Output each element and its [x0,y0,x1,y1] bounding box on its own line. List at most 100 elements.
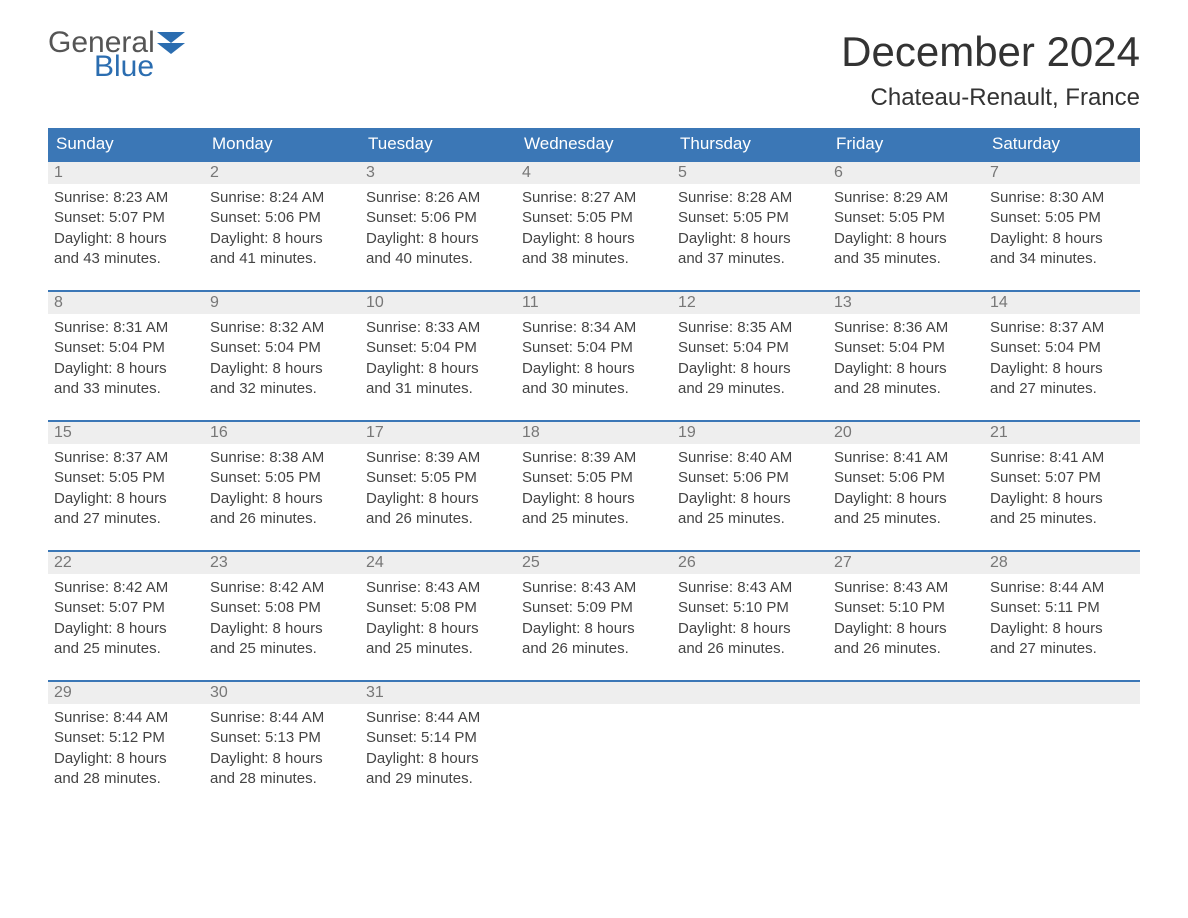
sunset-value: 5:05 PM [577,469,633,486]
day-number: 28 [984,552,1140,574]
daylight-label: Daylight: [54,490,112,507]
sunset-value: 5:06 PM [421,209,477,226]
daylight-line-2: and 43 minutes. [54,249,198,269]
sunset-value: 5:05 PM [889,209,945,226]
sunrise-line: Sunrise: 8:36 AM [834,318,978,338]
sunset-line: Sunset: 5:07 PM [54,598,198,618]
daylight-line-2: and 28 minutes. [834,379,978,399]
daylight-line-2: and 26 minutes. [834,639,978,659]
daylight-line-2: and 26 minutes. [678,639,822,659]
sunset-line: Sunset: 5:05 PM [522,468,666,488]
sunset-label: Sunset: [54,339,105,356]
daylight-line-2: and 26 minutes. [366,509,510,529]
sunrise-value: 8:39 AM [581,449,636,466]
sunset-line: Sunset: 5:04 PM [366,338,510,358]
day-cell: 27Sunrise: 8:43 AMSunset: 5:10 PMDayligh… [828,552,984,680]
sunrise-label: Sunrise: [522,319,577,336]
logo: General Blue [48,28,185,82]
sunrise-label: Sunrise: [834,319,889,336]
daylight-label: Daylight: [210,360,268,377]
day-cell: 22Sunrise: 8:42 AMSunset: 5:07 PMDayligh… [48,552,204,680]
daylight-line-1: Daylight: 8 hours [678,489,822,509]
sunrise-label: Sunrise: [366,449,421,466]
sunset-value: 5:07 PM [109,209,165,226]
day-cell: 19Sunrise: 8:40 AMSunset: 5:06 PMDayligh… [672,422,828,550]
sunset-label: Sunset: [678,339,729,356]
daylight-label: Daylight: [678,620,736,637]
day-number: 25 [516,552,672,574]
sunrise-value: 8:44 AM [1049,579,1104,596]
sunrise-line: Sunrise: 8:37 AM [54,448,198,468]
sunset-line: Sunset: 5:12 PM [54,728,198,748]
day-number: 11 [516,292,672,314]
day-content: Sunrise: 8:26 AMSunset: 5:06 PMDaylight:… [360,184,516,279]
daylight-line-2: and 25 minutes. [678,509,822,529]
daylight-line-2: and 41 minutes. [210,249,354,269]
sunset-label: Sunset: [834,469,885,486]
daylight-line-1: Daylight: 8 hours [990,489,1134,509]
sunrise-value: 8:37 AM [113,449,168,466]
day-content: Sunrise: 8:44 AMSunset: 5:13 PMDaylight:… [204,704,360,799]
daylight-label: Daylight: [210,490,268,507]
day-number: 10 [360,292,516,314]
daylight-line-2: and 25 minutes. [834,509,978,529]
day-number: 1 [48,162,204,184]
sunrise-label: Sunrise: [54,709,109,726]
daylight-label: Daylight: [834,620,892,637]
sunrise-line: Sunrise: 8:44 AM [990,578,1134,598]
sunrise-value: 8:42 AM [113,579,168,596]
sunset-line: Sunset: 5:06 PM [210,208,354,228]
sunset-line: Sunset: 5:10 PM [834,598,978,618]
daylight-line-1: Daylight: 8 hours [54,489,198,509]
daylight-value-1: 8 hours [897,230,947,247]
daylight-line-2: and 40 minutes. [366,249,510,269]
sunrise-line: Sunrise: 8:41 AM [834,448,978,468]
day-content: Sunrise: 8:34 AMSunset: 5:04 PMDaylight:… [516,314,672,409]
sunrise-value: 8:43 AM [737,579,792,596]
daylight-label: Daylight: [990,360,1048,377]
sunrise-line: Sunrise: 8:42 AM [54,578,198,598]
sunrise-value: 8:36 AM [893,319,948,336]
sunset-line: Sunset: 5:04 PM [54,338,198,358]
daylight-line-1: Daylight: 8 hours [210,229,354,249]
day-number: 5 [672,162,828,184]
sunset-label: Sunset: [54,599,105,616]
sunset-line: Sunset: 5:10 PM [678,598,822,618]
day-number [672,682,828,704]
sunset-line: Sunset: 5:06 PM [678,468,822,488]
sunrise-value: 8:31 AM [113,319,168,336]
sunset-line: Sunset: 5:05 PM [54,468,198,488]
sunset-label: Sunset: [990,599,1041,616]
day-cell: 2Sunrise: 8:24 AMSunset: 5:06 PMDaylight… [204,162,360,290]
daylight-label: Daylight: [522,490,580,507]
sunrise-line: Sunrise: 8:44 AM [366,708,510,728]
sunset-label: Sunset: [522,469,573,486]
sunrise-label: Sunrise: [678,189,733,206]
daylight-value-1: 8 hours [585,620,635,637]
daylight-line-2: and 25 minutes. [366,639,510,659]
day-cell: 13Sunrise: 8:36 AMSunset: 5:04 PMDayligh… [828,292,984,420]
week-row: 8Sunrise: 8:31 AMSunset: 5:04 PMDaylight… [48,290,1140,420]
sunset-label: Sunset: [990,469,1041,486]
sunset-line: Sunset: 5:08 PM [210,598,354,618]
day-content: Sunrise: 8:43 AMSunset: 5:10 PMDaylight:… [828,574,984,669]
day-cell [672,682,828,810]
day-content: Sunrise: 8:35 AMSunset: 5:04 PMDaylight:… [672,314,828,409]
day-number: 7 [984,162,1140,184]
day-number: 30 [204,682,360,704]
sunset-value: 5:07 PM [109,599,165,616]
sunrise-line: Sunrise: 8:30 AM [990,188,1134,208]
day-number: 2 [204,162,360,184]
day-number: 19 [672,422,828,444]
sunrise-value: 8:32 AM [269,319,324,336]
day-cell: 4Sunrise: 8:27 AMSunset: 5:05 PMDaylight… [516,162,672,290]
daylight-line-1: Daylight: 8 hours [366,749,510,769]
day-content: Sunrise: 8:28 AMSunset: 5:05 PMDaylight:… [672,184,828,279]
daylight-line-2: and 31 minutes. [366,379,510,399]
daylight-label: Daylight: [366,230,424,247]
daylight-line-1: Daylight: 8 hours [678,229,822,249]
sunrise-line: Sunrise: 8:34 AM [522,318,666,338]
daylight-label: Daylight: [366,750,424,767]
sunrise-label: Sunrise: [210,579,265,596]
day-number: 15 [48,422,204,444]
